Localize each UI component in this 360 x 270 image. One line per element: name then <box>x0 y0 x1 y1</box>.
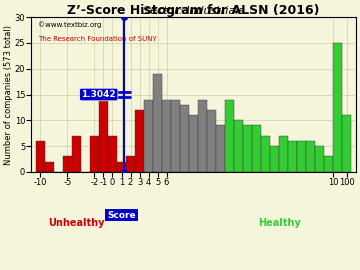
Bar <box>99 100 108 172</box>
Bar <box>306 141 315 172</box>
Bar <box>333 43 342 172</box>
Text: Healthy: Healthy <box>258 218 301 228</box>
Bar <box>288 141 297 172</box>
Bar <box>153 74 162 172</box>
Bar <box>243 126 252 172</box>
Bar <box>162 100 171 172</box>
Bar <box>72 136 81 172</box>
Bar <box>261 136 270 172</box>
Bar <box>216 126 225 172</box>
Bar <box>171 100 180 172</box>
Text: Unhealthy: Unhealthy <box>48 218 105 228</box>
Bar <box>36 141 45 172</box>
Bar <box>252 126 261 172</box>
Bar <box>126 156 135 172</box>
Bar <box>279 136 288 172</box>
Bar <box>342 115 351 172</box>
Bar <box>270 146 279 172</box>
Bar <box>225 100 234 172</box>
Text: The Research Foundation of SUNY: The Research Foundation of SUNY <box>38 36 157 42</box>
Text: 1.3042: 1.3042 <box>81 90 116 99</box>
Bar <box>207 110 216 172</box>
Bar <box>234 120 243 172</box>
Text: ©www.textbiz.org: ©www.textbiz.org <box>38 22 101 28</box>
Bar <box>297 141 306 172</box>
Bar <box>117 161 126 172</box>
Bar <box>315 146 324 172</box>
Text: Sector: Industrials: Sector: Industrials <box>143 6 244 16</box>
Bar <box>198 100 207 172</box>
Bar <box>144 100 153 172</box>
Bar <box>180 105 189 172</box>
Text: Score: Score <box>107 211 136 220</box>
Bar <box>90 136 99 172</box>
Bar <box>189 115 198 172</box>
Bar <box>45 161 54 172</box>
Bar <box>324 156 333 172</box>
Title: Z’-Score Histogram for ALSN (2016): Z’-Score Histogram for ALSN (2016) <box>67 4 320 17</box>
Bar <box>108 136 117 172</box>
Y-axis label: Number of companies (573 total): Number of companies (573 total) <box>4 25 13 164</box>
Bar <box>63 156 72 172</box>
Bar <box>135 110 144 172</box>
